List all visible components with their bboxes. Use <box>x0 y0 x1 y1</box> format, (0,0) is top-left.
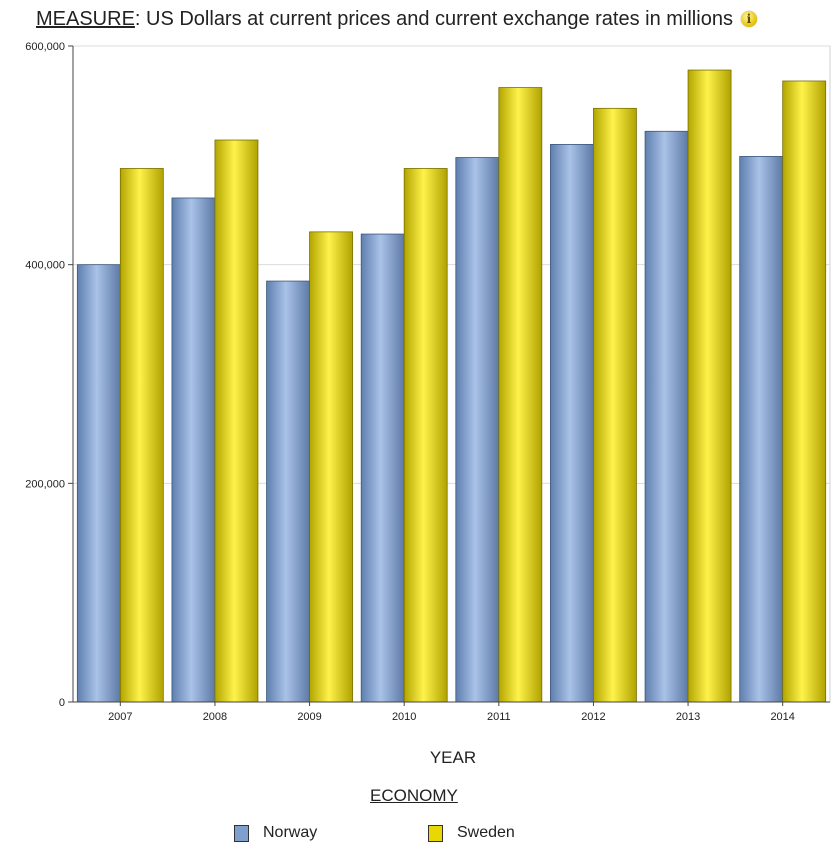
legend-label-sweden: Sweden <box>457 824 515 841</box>
bar-sweden-2011[interactable] <box>498 87 543 703</box>
y-tick-label: 200,000 <box>25 478 65 490</box>
x-tick-label: 2014 <box>770 711 794 723</box>
bar-sweden-2009[interactable] <box>309 231 353 703</box>
bar-sweden-2010[interactable] <box>403 168 448 703</box>
bar-norway-2007[interactable] <box>76 264 121 703</box>
y-axis: 0 200,000 400,000 600,000 <box>25 41 74 709</box>
chart-header: MEASURE : US Dollars at current prices a… <box>36 4 757 34</box>
x-tick-label: 2010 <box>392 711 416 723</box>
legend-swatch-norway <box>234 824 249 842</box>
legend-label-norway: Norway <box>263 824 318 841</box>
legend-item-sweden[interactable]: Sweden <box>428 824 515 842</box>
x-axis-title: YEAR <box>430 748 476 767</box>
bar-norway-2009[interactable] <box>266 280 310 703</box>
measure-value: : US Dollars at current prices and curre… <box>134 7 733 30</box>
bar-norway-2008[interactable] <box>171 197 216 703</box>
y-tick-label: 600,000 <box>25 41 65 53</box>
y-tick-label: 0 <box>59 697 65 709</box>
bar-norway-2014[interactable] <box>739 156 784 703</box>
legend-title[interactable]: ECONOMY <box>370 786 458 805</box>
x-tick-label: 2009 <box>297 711 321 723</box>
bar-sweden-2013[interactable] <box>687 69 732 703</box>
y-tick-label: 400,000 <box>25 260 65 272</box>
bar-norway-2012[interactable] <box>550 143 594 703</box>
x-tick-label: 2013 <box>676 711 700 723</box>
x-tick-label: 2008 <box>203 711 227 723</box>
bar-sweden-2007[interactable] <box>119 168 164 703</box>
x-tick-label: 2011 <box>487 711 511 723</box>
legend-swatch-sweden <box>428 824 443 842</box>
bar-sweden-2014[interactable] <box>782 80 827 703</box>
x-tick-label: 2012 <box>581 711 605 723</box>
bars-group <box>76 69 827 703</box>
x-tick-label: 2007 <box>108 711 132 723</box>
info-icon[interactable]: i <box>740 11 757 27</box>
bar-norway-2011[interactable] <box>455 157 500 703</box>
measure-link[interactable]: MEASURE <box>36 7 135 30</box>
bar-norway-2010[interactable] <box>360 233 405 703</box>
bar-sweden-2008[interactable] <box>214 139 259 703</box>
bar-norway-2013[interactable] <box>644 130 689 703</box>
bar-sweden-2012[interactable] <box>593 107 637 703</box>
x-axis: 2007 2008 2009 2010 2011 2012 2013 2014 <box>73 701 830 723</box>
legend-item-norway[interactable]: Norway <box>234 824 317 842</box>
